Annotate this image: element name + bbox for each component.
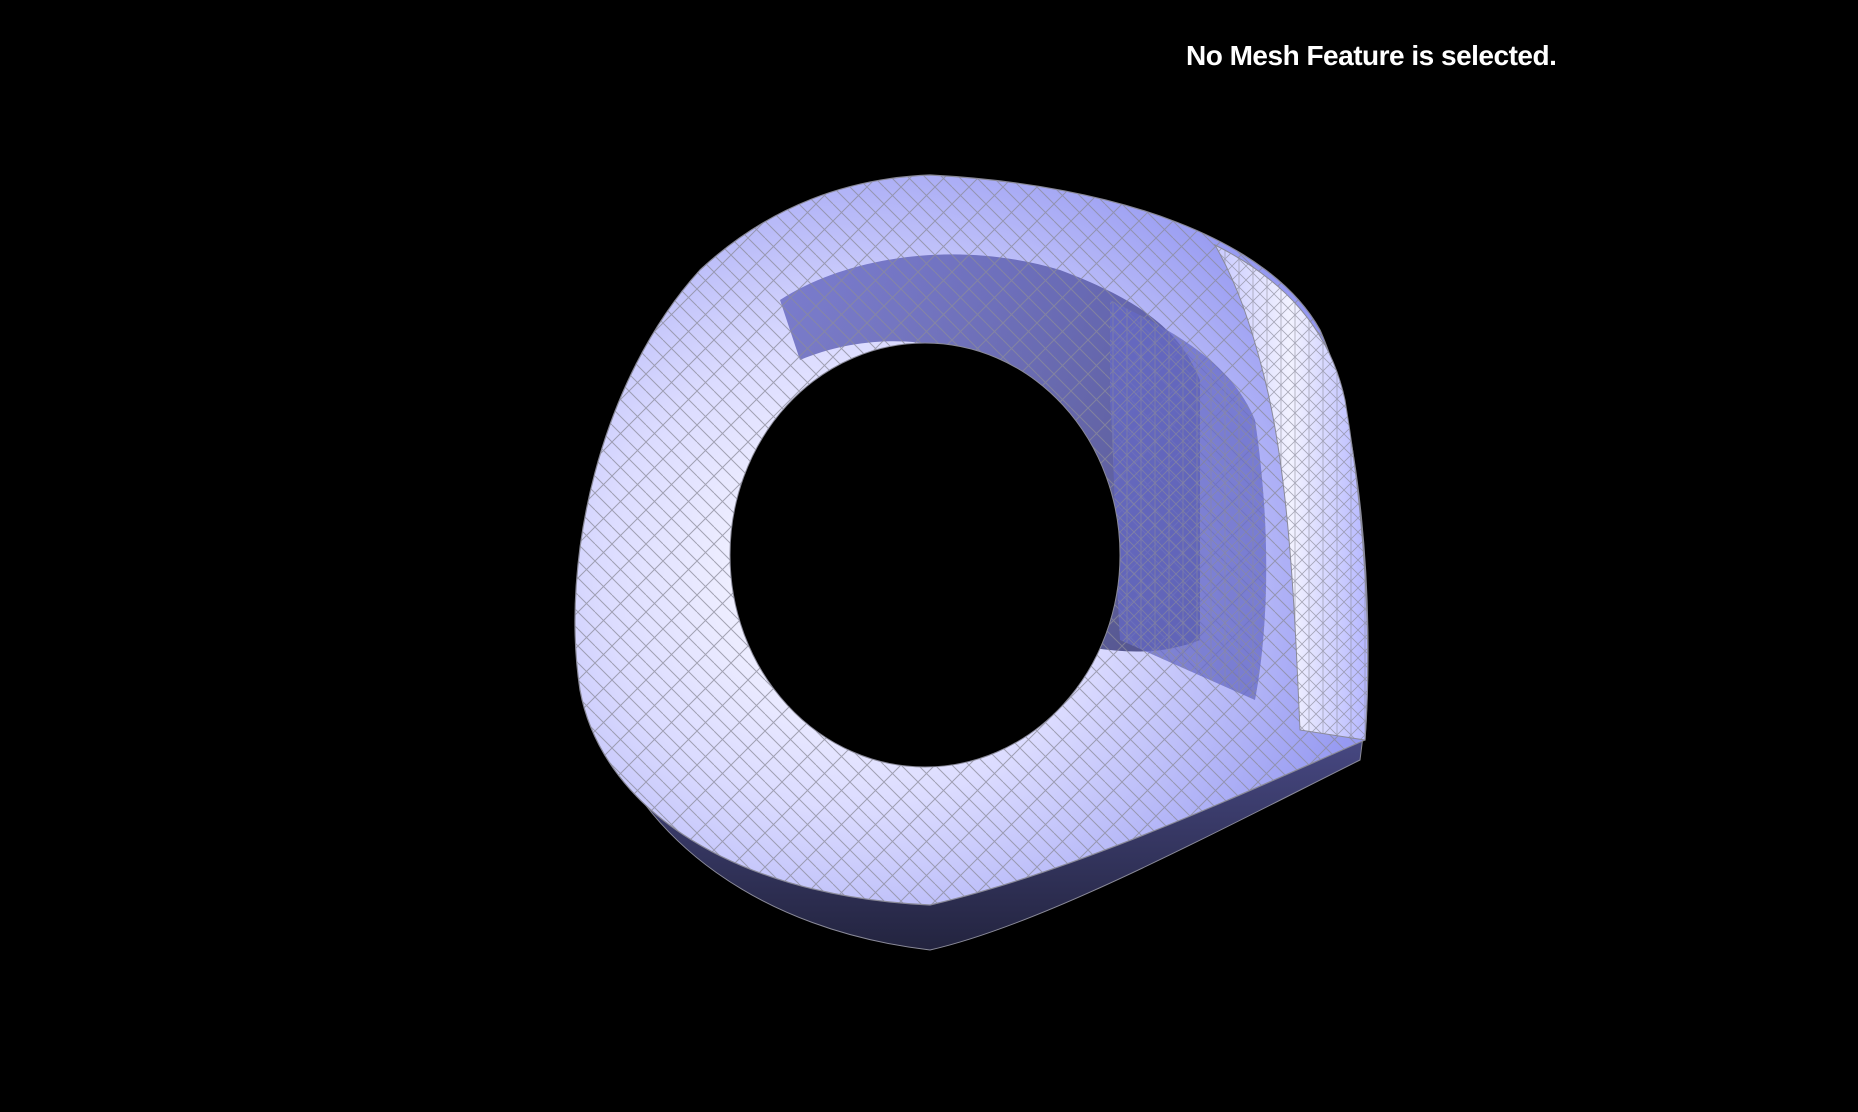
mesh-hole	[729, 342, 1121, 768]
mesh-selection-status: No Mesh Feature is selected.	[1186, 40, 1557, 71]
